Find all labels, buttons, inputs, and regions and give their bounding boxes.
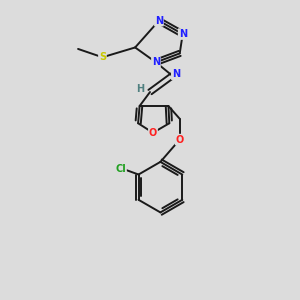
Text: O: O	[176, 135, 184, 145]
Text: Cl: Cl	[115, 164, 126, 174]
Text: H: H	[136, 84, 144, 94]
Text: S: S	[99, 52, 106, 62]
Text: N: N	[155, 16, 163, 26]
Text: N: N	[172, 69, 180, 79]
Text: N: N	[152, 57, 160, 67]
Text: O: O	[149, 128, 157, 138]
Text: N: N	[178, 29, 187, 39]
